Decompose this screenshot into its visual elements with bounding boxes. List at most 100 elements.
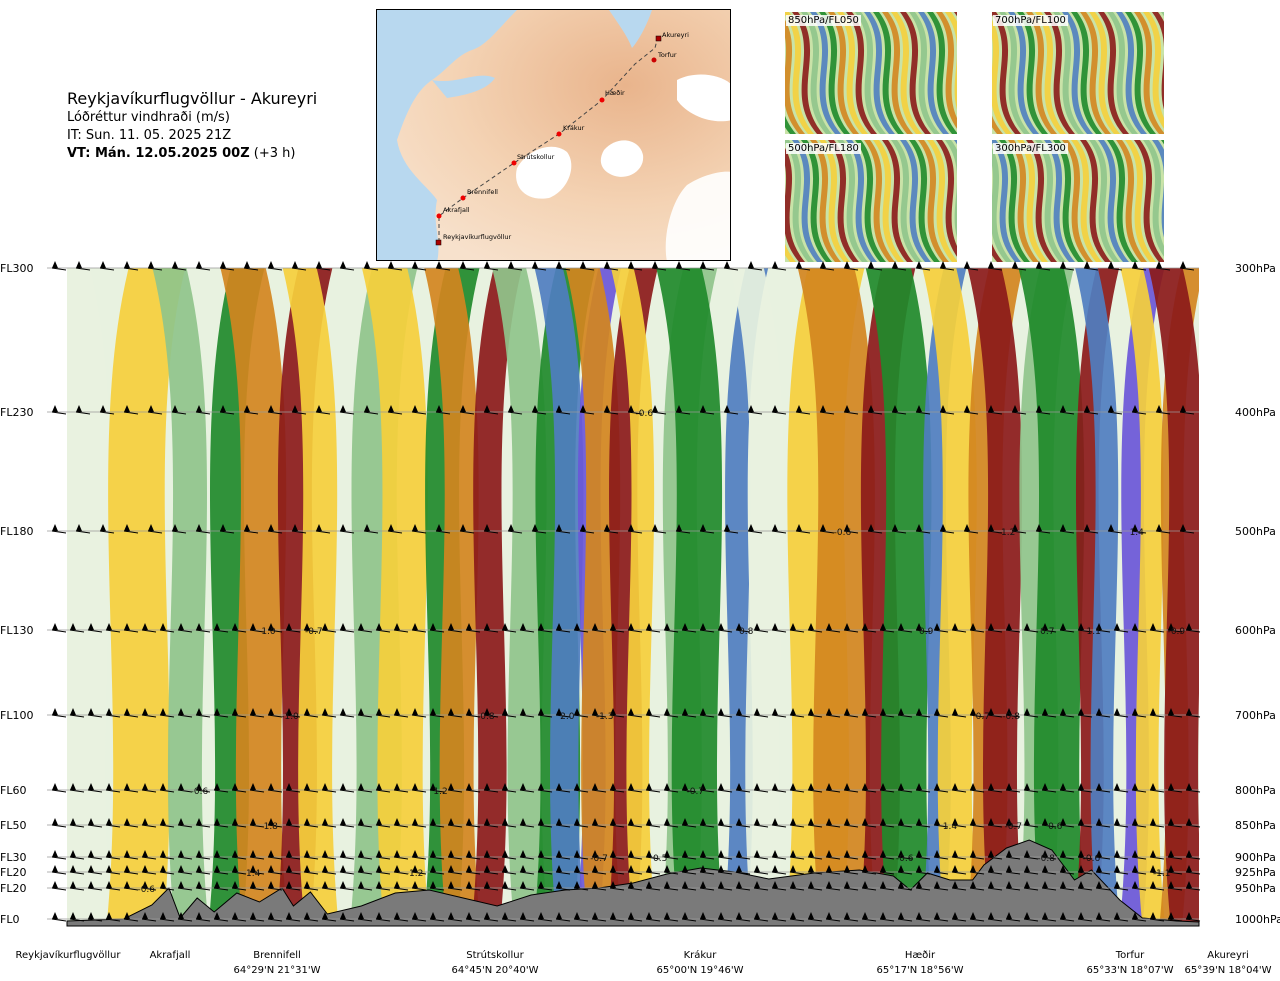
thumbnail-stripe — [801, 140, 832, 262]
wind-barb — [807, 871, 823, 875]
wind-barb — [249, 714, 265, 718]
wind-barb-flag — [664, 912, 670, 919]
waypoint-label: Akureyri 65°39'N 18°04'W — [1168, 948, 1280, 978]
wind-barb — [843, 629, 859, 633]
wind-barb-flag — [304, 912, 310, 919]
wind-barb — [1059, 714, 1075, 718]
wind-barb-flag — [700, 850, 706, 857]
value-label: 1.4 — [943, 822, 958, 832]
thumbnail-700hpa[interactable]: 700hPa/FL100 — [992, 12, 1164, 134]
wind-barb — [1059, 789, 1075, 793]
wind-barb-flag — [466, 912, 472, 919]
wind-barb-flag — [292, 405, 298, 412]
wind-barb-flag — [1150, 783, 1156, 790]
wind-barb-flag — [844, 783, 850, 790]
thumbnail-stripe — [828, 12, 859, 134]
wind-barb — [87, 918, 103, 922]
wind-barb — [1149, 824, 1165, 828]
wind-barb-flag — [574, 881, 580, 888]
wind-barb — [573, 887, 589, 891]
wind-barb-flag — [106, 865, 112, 872]
wind-barb — [861, 887, 877, 891]
terrain-shape — [66, 839, 1200, 927]
wind-barb-flag — [436, 524, 442, 531]
wind-barb — [69, 871, 85, 875]
wind-barb — [177, 714, 193, 718]
wind-barb-flag — [1168, 912, 1174, 919]
thumbnail-stripe — [999, 140, 1030, 262]
wind-barb-flag — [430, 912, 436, 919]
wind-barb — [681, 887, 697, 891]
wind-barb-flag — [970, 818, 976, 825]
wind-barb-flag — [268, 783, 274, 790]
wind-barb-flag — [646, 881, 652, 888]
wind-barb — [339, 918, 355, 922]
wind-barb — [987, 824, 1003, 828]
wind-barb-flag — [1042, 623, 1048, 630]
wind-barb-flag — [1024, 850, 1030, 857]
wind-barb — [699, 789, 715, 793]
wind-barb-flag — [1078, 850, 1084, 857]
thumbnail-stripe — [1026, 140, 1057, 262]
wind-barb — [1113, 824, 1129, 828]
wind-barb — [171, 530, 187, 534]
wind-barb-flag — [70, 783, 76, 790]
wind-barb — [591, 824, 607, 828]
wind-barb — [213, 887, 229, 891]
wind-barb-flag — [772, 623, 778, 630]
value-label: 0.9 — [919, 627, 934, 637]
wind-barb — [51, 871, 67, 875]
waypoint-coord: 65°33'N 18°07'W — [1086, 965, 1174, 976]
wind-barb-flag — [322, 912, 328, 919]
wind-barb — [1005, 789, 1021, 793]
wind-barb — [1005, 714, 1021, 718]
wind-barb — [675, 411, 691, 415]
wind-barb-flag — [376, 708, 382, 715]
wind-barb — [429, 856, 445, 860]
wind-barb-flag — [172, 261, 178, 268]
wind-barb — [1167, 629, 1183, 633]
waypoint-label: Krákur 65°00'N 19°46'W — [640, 948, 760, 978]
wind-barb — [321, 887, 337, 891]
wind-barb — [249, 887, 265, 891]
wind-barb — [843, 887, 859, 891]
wind-barb-flag — [76, 524, 82, 531]
wind-barb-flag — [610, 881, 616, 888]
wind-barb-flag — [214, 623, 220, 630]
wind-barb-flag — [304, 708, 310, 715]
wind-barb-flag — [940, 524, 946, 531]
wind-barb — [1149, 871, 1165, 875]
wind-barb-flag — [628, 881, 634, 888]
wind-barb — [231, 824, 247, 828]
wind-barb-flag — [394, 783, 400, 790]
wind-barb — [249, 789, 265, 793]
thumbnail-stripe — [1071, 140, 1102, 262]
wind-barb-flag — [340, 818, 346, 825]
value-label: 1.4 — [1130, 528, 1145, 538]
wind-barb-flag — [376, 818, 382, 825]
wind-barb — [609, 714, 625, 718]
wind-barb-flag — [826, 708, 832, 715]
wind-barb-flag — [124, 708, 130, 715]
wind-barb — [123, 871, 139, 875]
wind-barb-flag — [232, 708, 238, 715]
wind-barb-flag — [604, 405, 610, 412]
thumbnail-stripe — [945, 140, 957, 237]
wind-barb — [591, 714, 607, 718]
wind-barb — [87, 629, 103, 633]
field-band — [471, 268, 522, 926]
wind-barb — [735, 887, 751, 891]
thumbnail-300hpa[interactable]: 300hPa/FL300 — [992, 140, 1164, 262]
wind-barb-flag — [250, 881, 256, 888]
thumbnail-500hpa[interactable]: 500hPa/FL180 — [785, 140, 957, 262]
wind-barb — [177, 856, 193, 860]
wind-barb-flag — [724, 405, 730, 412]
thumbnail-850hpa[interactable]: 850hPa/FL050 — [785, 12, 957, 134]
wind-barb — [483, 918, 499, 922]
wind-barb — [339, 887, 355, 891]
wind-barb-flag — [412, 881, 418, 888]
wind-barb — [1041, 871, 1057, 875]
value-label: -0.6 — [896, 854, 914, 864]
wind-barb-flag — [1006, 881, 1012, 888]
wind-barb-flag — [628, 623, 634, 630]
